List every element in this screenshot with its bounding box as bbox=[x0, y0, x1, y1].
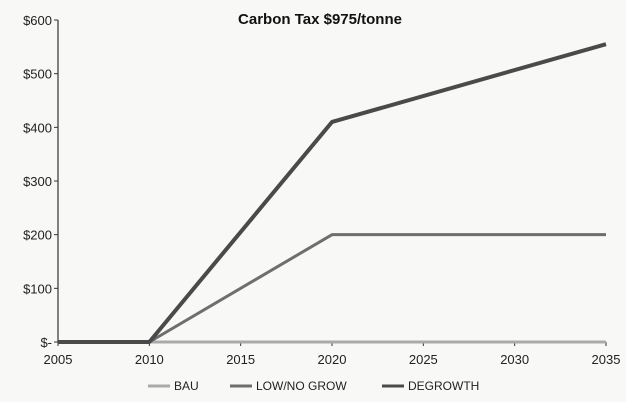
y-tick-label: $100 bbox=[23, 281, 52, 296]
x-tick-label: 2020 bbox=[318, 352, 347, 367]
axes: $- $100 $200 $300 $400 $500 $600 2005 2010 2015 20… bbox=[23, 13, 620, 367]
plot-lines bbox=[58, 42, 607, 344]
x-tick-label: 2015 bbox=[226, 352, 255, 367]
legend-label-bau: BAU bbox=[174, 379, 199, 393]
x-tick-label: 2005 bbox=[44, 352, 73, 367]
x-tick-label: 2010 bbox=[135, 352, 164, 367]
x-tick-label: 2025 bbox=[409, 352, 438, 367]
y-tick-label: $300 bbox=[23, 174, 52, 189]
y-tick-label: $- bbox=[40, 335, 52, 350]
chart-title: Carbon Tax $975/tonne bbox=[238, 11, 402, 28]
y-tick-label: $600 bbox=[23, 13, 52, 28]
y-tick-label: $200 bbox=[23, 228, 52, 243]
y-tick-label: $500 bbox=[23, 67, 52, 82]
legend: BAU LOW/NO GROW DEGROWTH bbox=[148, 379, 479, 393]
y-tick-label: $400 bbox=[23, 120, 52, 135]
series-line-degrowth bbox=[58, 42, 607, 344]
series-line-low-no-grow bbox=[58, 233, 606, 344]
legend-label-low-no-grow: LOW/NO GROW bbox=[256, 379, 347, 393]
legend-label-degrowth: DEGROWTH bbox=[408, 379, 479, 393]
x-tick-label: 2030 bbox=[500, 352, 529, 367]
x-tick-label: 2035 bbox=[592, 352, 621, 367]
